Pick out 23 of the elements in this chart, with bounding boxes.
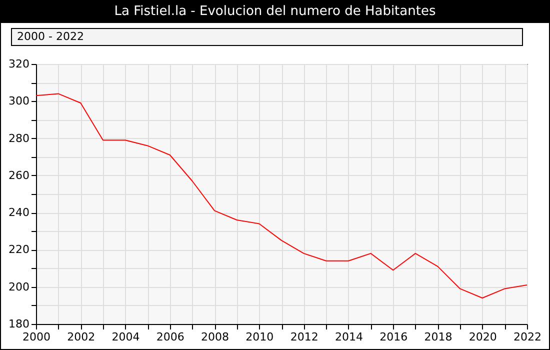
x-tick-label: 2006 bbox=[156, 330, 184, 344]
line-series bbox=[36, 93, 528, 298]
chart-subtitle: 2000 - 2022 bbox=[11, 28, 523, 46]
x-tick-label: 2002 bbox=[67, 330, 96, 344]
chart-title: La Fistiel.la - Evolucion del numero de Habitantes bbox=[1, 1, 549, 23]
y-tick-label: 300 bbox=[8, 94, 30, 108]
y-tick-label: 180 bbox=[8, 318, 30, 330]
x-tick-label: 2016 bbox=[380, 330, 408, 344]
x-tick-label: 2014 bbox=[334, 330, 363, 344]
x-tick-label: 2008 bbox=[201, 330, 230, 344]
x-tick-label: 2018 bbox=[424, 330, 452, 344]
y-tick-label: 240 bbox=[8, 206, 30, 220]
x-tick-label: 2022 bbox=[514, 330, 542, 344]
x-tick-label: 2010 bbox=[246, 330, 274, 344]
y-tick-label: 280 bbox=[8, 132, 30, 145]
x-tick-label: 2020 bbox=[468, 330, 497, 344]
y-tick-label: 260 bbox=[8, 168, 30, 182]
y-tick-label: 320 bbox=[8, 58, 30, 70]
y-tick-label: 220 bbox=[8, 243, 30, 256]
x-tick-label: 2012 bbox=[290, 330, 318, 344]
y-tick-label: 200 bbox=[8, 280, 30, 294]
x-tick-label: 2000 bbox=[22, 330, 50, 344]
x-tick-label: 2004 bbox=[112, 330, 140, 344]
